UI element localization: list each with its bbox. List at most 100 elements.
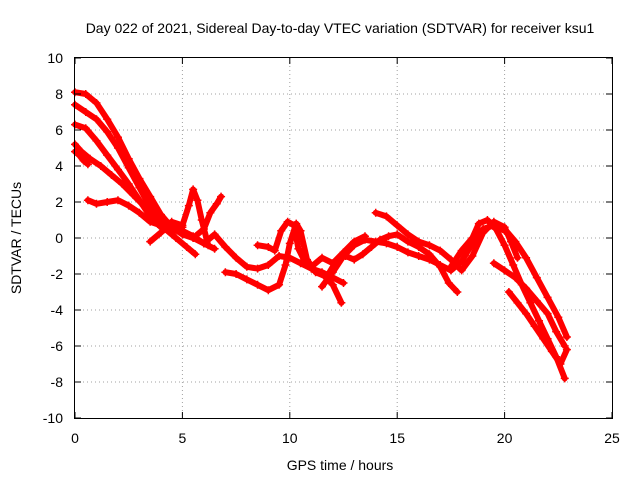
data-point bbox=[453, 288, 462, 296]
data-point bbox=[184, 201, 193, 210]
series-track-3 bbox=[71, 120, 187, 237]
data-point bbox=[318, 253, 327, 262]
data-point bbox=[242, 275, 251, 284]
data-point bbox=[333, 255, 342, 264]
data-point bbox=[277, 226, 286, 235]
data-point bbox=[253, 264, 262, 273]
data-point bbox=[350, 241, 359, 250]
y-tick-label: -4 bbox=[51, 302, 64, 318]
series-track-16 bbox=[500, 225, 571, 341]
plot-frame bbox=[74, 57, 613, 419]
data-point bbox=[217, 192, 226, 201]
data-point bbox=[210, 244, 219, 253]
data-point bbox=[232, 253, 241, 262]
data-point bbox=[178, 221, 187, 230]
data-point bbox=[414, 237, 423, 246]
data-point bbox=[113, 133, 122, 142]
data-point bbox=[212, 199, 221, 208]
data-point bbox=[113, 165, 122, 174]
data-point bbox=[171, 234, 180, 242]
data-point bbox=[92, 136, 101, 145]
data-point bbox=[285, 239, 294, 248]
y-tick-label: 4 bbox=[55, 158, 63, 174]
series-line bbox=[72, 148, 91, 168]
data-point bbox=[393, 221, 402, 230]
data-point bbox=[311, 268, 320, 277]
data-point bbox=[532, 273, 541, 282]
data-point bbox=[253, 241, 262, 250]
data-point bbox=[543, 309, 552, 318]
data-point bbox=[350, 255, 359, 264]
data-point bbox=[146, 217, 155, 226]
series-track-6 bbox=[83, 192, 226, 242]
data-point bbox=[294, 244, 303, 253]
data-point bbox=[384, 232, 393, 241]
data-point bbox=[522, 284, 531, 293]
data-point bbox=[92, 199, 101, 208]
data-point bbox=[242, 262, 251, 271]
data-point bbox=[403, 237, 412, 246]
data-point bbox=[156, 228, 165, 237]
data-point bbox=[341, 252, 350, 260]
data-point bbox=[86, 154, 95, 163]
series-track-2 bbox=[71, 100, 219, 253]
data-point bbox=[339, 279, 348, 287]
data-point bbox=[324, 270, 333, 278]
y-axis-label: SDTVAR / TECUs bbox=[8, 182, 24, 294]
data-layer bbox=[71, 88, 571, 383]
data-point bbox=[457, 246, 466, 255]
data-point bbox=[113, 144, 122, 152]
data-point bbox=[513, 253, 522, 262]
data-point bbox=[328, 280, 337, 289]
data-point bbox=[403, 248, 412, 257]
data-point bbox=[358, 250, 367, 259]
data-point bbox=[113, 196, 122, 205]
data-point bbox=[556, 360, 565, 368]
data-point bbox=[474, 219, 483, 228]
data-point bbox=[457, 266, 466, 275]
data-point bbox=[513, 298, 522, 307]
data-point bbox=[376, 235, 385, 244]
data-point bbox=[83, 160, 92, 169]
data-point bbox=[270, 246, 279, 255]
data-point bbox=[554, 313, 563, 322]
data-point bbox=[124, 163, 133, 172]
data-point bbox=[539, 334, 548, 343]
data-point bbox=[81, 108, 90, 116]
series-line bbox=[72, 101, 218, 252]
series-line bbox=[505, 289, 570, 367]
data-point bbox=[489, 259, 498, 268]
data-point bbox=[210, 230, 219, 239]
data-point bbox=[264, 243, 273, 251]
data-point bbox=[552, 327, 561, 336]
y-tick-label: 2 bbox=[55, 194, 63, 210]
data-point bbox=[436, 262, 445, 271]
data-point bbox=[360, 235, 369, 244]
data-point bbox=[81, 124, 90, 133]
data-point bbox=[371, 208, 380, 217]
data-point bbox=[103, 151, 112, 160]
data-point bbox=[393, 243, 402, 251]
data-point bbox=[197, 216, 206, 224]
data-point bbox=[193, 196, 202, 205]
y-tick-label: -2 bbox=[51, 266, 64, 282]
data-point bbox=[167, 217, 176, 226]
data-point bbox=[547, 347, 556, 356]
series-line bbox=[447, 217, 568, 382]
series-track-17 bbox=[504, 288, 571, 368]
data-point bbox=[75, 151, 84, 160]
x-tick-label: 0 bbox=[71, 430, 79, 446]
data-point bbox=[281, 261, 290, 269]
data-point bbox=[530, 322, 539, 331]
data-point bbox=[522, 309, 531, 318]
x-tick-label: 20 bbox=[497, 430, 513, 446]
data-point bbox=[92, 99, 101, 107]
data-point bbox=[479, 228, 488, 237]
data-point bbox=[139, 201, 148, 210]
data-point bbox=[81, 90, 90, 98]
data-point bbox=[509, 261, 518, 269]
data-point bbox=[562, 345, 571, 354]
data-point bbox=[206, 208, 215, 217]
data-point bbox=[283, 217, 292, 226]
